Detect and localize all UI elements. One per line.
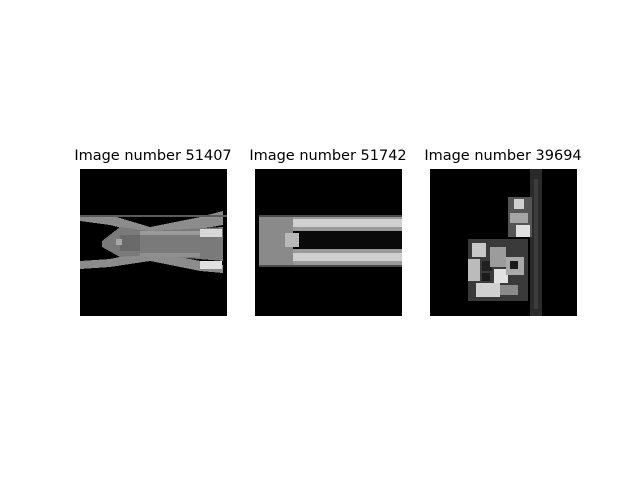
panel-1-image	[80, 169, 227, 316]
panel-1-title: Image number 51407	[74, 148, 232, 164]
panel-2-title: Image number 51742	[249, 148, 407, 164]
panel-2-image	[255, 169, 402, 316]
panel-3-pixels	[430, 169, 577, 316]
panel-3-image	[430, 169, 577, 316]
panel-1-pixels	[80, 169, 227, 316]
panel-2-pixels	[255, 169, 402, 316]
panel-3-title: Image number 39694	[424, 148, 582, 164]
